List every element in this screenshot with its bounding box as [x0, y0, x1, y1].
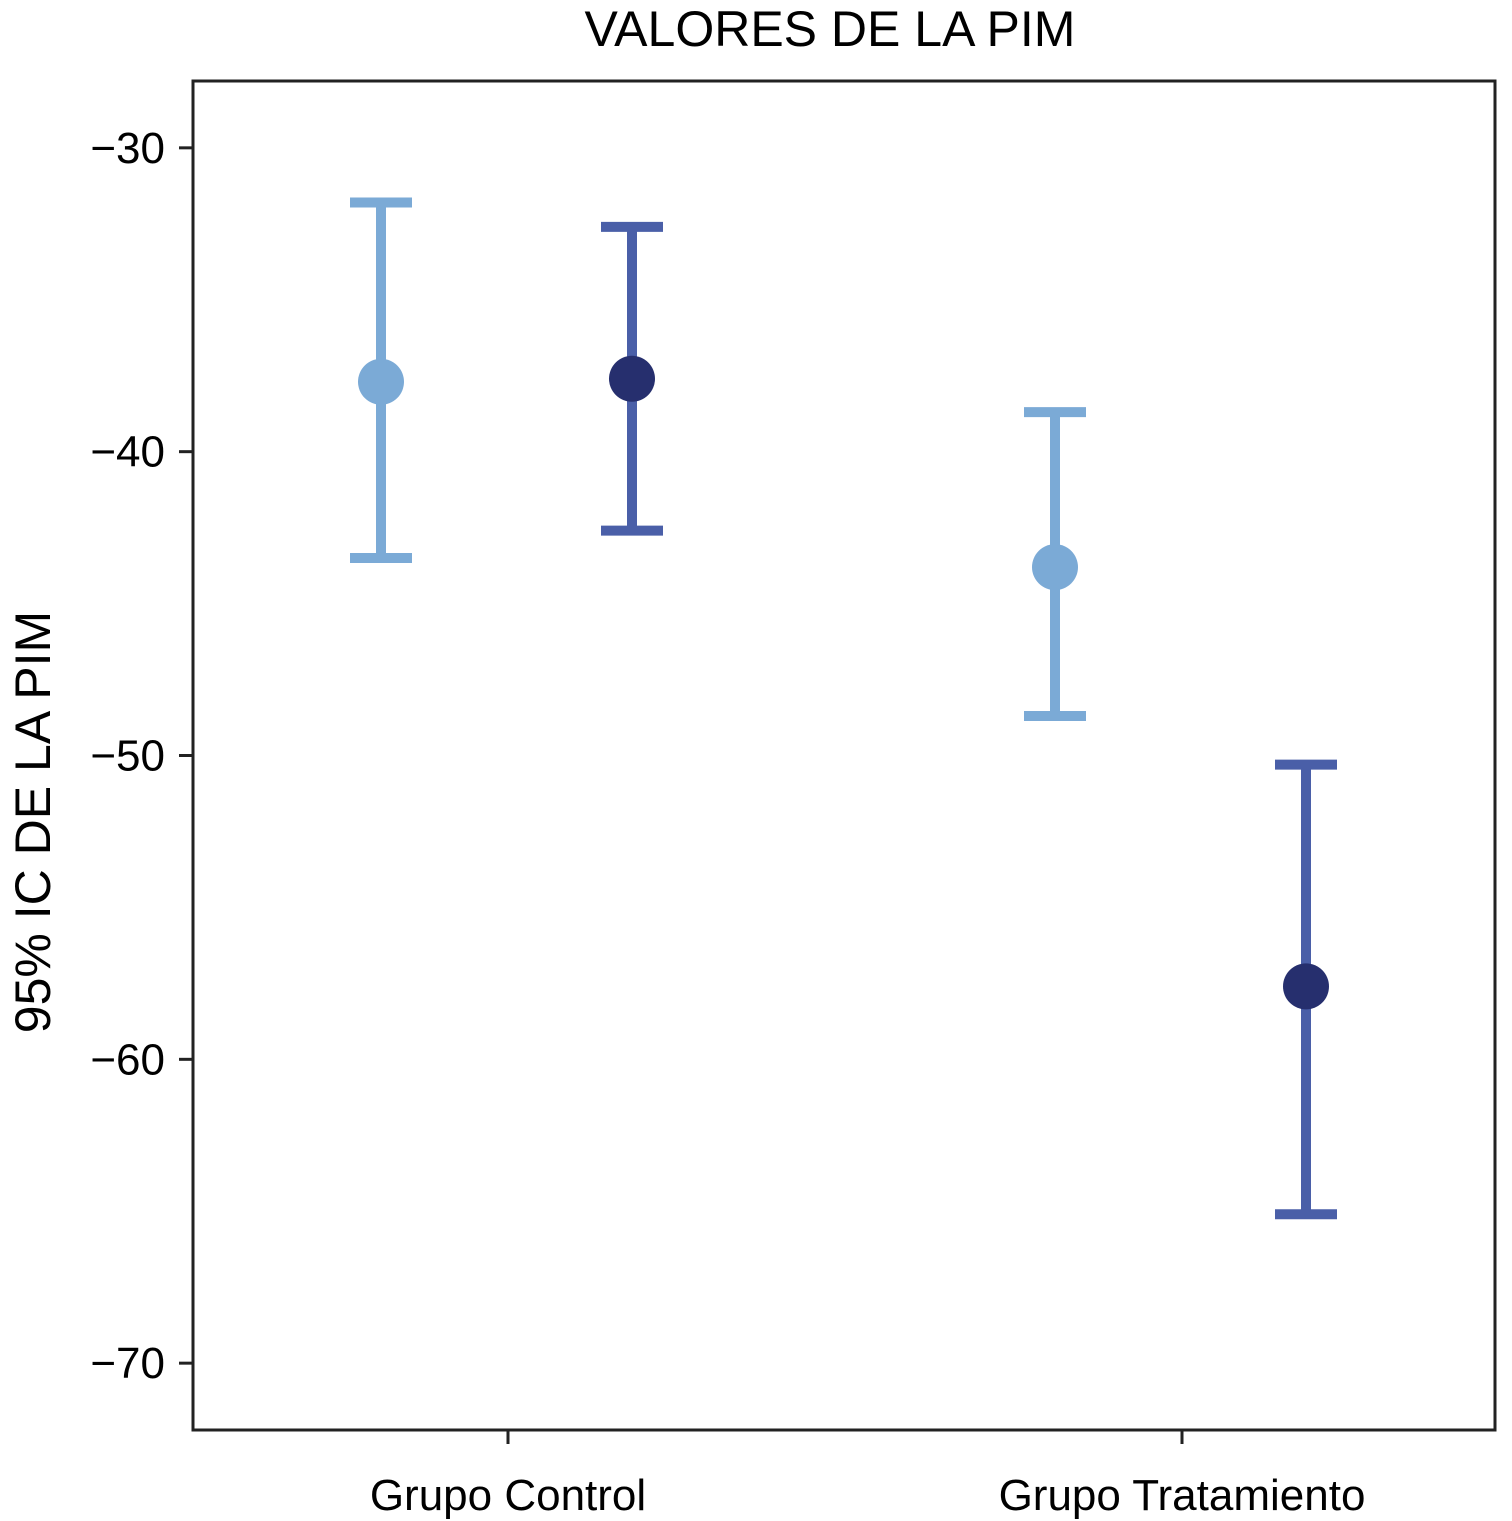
- x-tick-label: Grupo Control: [370, 1471, 646, 1520]
- y-tick-label: −70: [90, 1339, 165, 1388]
- chart-title: VALORES DE LA PIM: [585, 1, 1076, 57]
- series-layer: [350, 197, 1337, 1220]
- mean-marker: [1032, 544, 1078, 591]
- plot-frame: [191, 79, 1497, 1432]
- series-1: [350, 197, 1086, 722]
- mean-marker: [609, 355, 655, 402]
- mean-marker: [358, 358, 404, 405]
- x-tick-label: Grupo Tratamiento: [999, 1471, 1366, 1520]
- y-tick-label: −30: [90, 124, 165, 173]
- y-tick-label: −50: [90, 732, 165, 781]
- mean-marker: [1283, 963, 1329, 1010]
- y-axis: −30 −40 −50 −60 −70: [90, 124, 193, 1388]
- y-axis-label: 95% IC DE LA PIM: [5, 611, 61, 1033]
- series-2: [601, 221, 1337, 1220]
- y-tick-label: −40: [90, 428, 165, 477]
- y-tick-label: −60: [90, 1035, 165, 1084]
- x-axis: Grupo Control Grupo Tratamiento: [370, 1430, 1366, 1520]
